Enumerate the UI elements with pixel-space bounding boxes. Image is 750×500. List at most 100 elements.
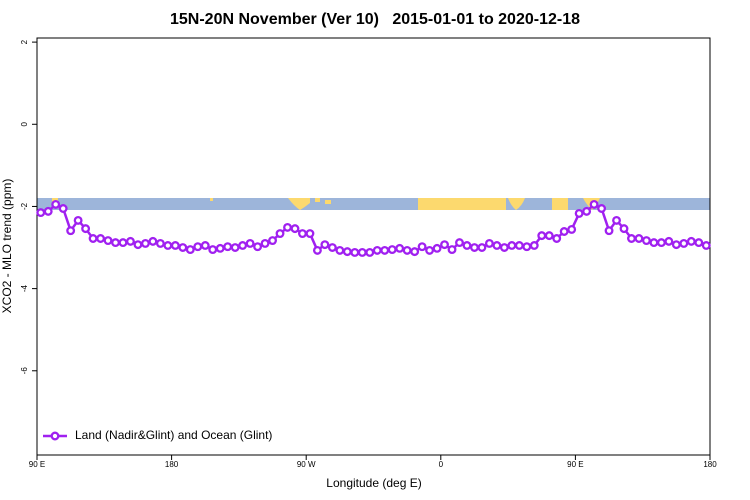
point (215, 243, 225, 253)
point (88, 234, 98, 243)
point (544, 231, 554, 241)
y-tick-label: 2 (20, 39, 29, 44)
point (185, 245, 195, 255)
point (357, 248, 367, 257)
point (462, 241, 472, 250)
point (612, 215, 621, 225)
legend-label: Land (Nadir&Glint) and Ocean (Glint) (75, 428, 272, 442)
point (679, 238, 689, 248)
point (664, 236, 674, 246)
legend-marker (50, 431, 60, 441)
point (387, 245, 397, 255)
point (641, 236, 651, 245)
point (417, 242, 427, 252)
point (499, 243, 509, 252)
point (178, 243, 188, 252)
point (604, 226, 614, 236)
point (395, 243, 405, 253)
point (514, 241, 524, 250)
point (537, 231, 547, 241)
point (320, 240, 330, 250)
point (208, 245, 218, 255)
point (36, 208, 46, 218)
y-tick-label: -6 (20, 367, 29, 375)
point (522, 242, 532, 252)
chart-title: 15N-20N November (Ver 10) 2015-01-01 to … (170, 11, 580, 28)
point (312, 245, 322, 255)
point (58, 204, 68, 213)
point (380, 245, 390, 255)
x-axis-label: Longitude (deg E) (326, 476, 421, 490)
point (559, 227, 569, 236)
point (634, 234, 644, 243)
point (350, 248, 360, 257)
point (268, 236, 277, 245)
point (477, 243, 487, 252)
point (275, 229, 285, 239)
point (656, 238, 666, 248)
point (447, 245, 457, 255)
point (671, 240, 681, 250)
point (582, 206, 592, 216)
point (619, 224, 629, 234)
point (81, 224, 91, 234)
point (484, 238, 494, 248)
point (701, 241, 711, 250)
x-tick-label: 0 (439, 460, 444, 469)
point (597, 204, 607, 213)
point (402, 245, 412, 255)
point (155, 238, 165, 248)
point (133, 240, 143, 250)
point (455, 238, 464, 248)
point (66, 226, 76, 236)
point (245, 238, 255, 248)
point (43, 206, 53, 216)
point (283, 222, 292, 232)
point (253, 242, 263, 252)
point (529, 241, 539, 250)
point (298, 229, 307, 239)
map-strip (37, 198, 710, 210)
x-tick-label: 90 E (29, 460, 45, 469)
point (230, 243, 240, 252)
point (148, 236, 158, 246)
point (111, 238, 120, 248)
y-axis-label: XCO2 - MLO trend (ppm) (0, 179, 14, 314)
point (425, 245, 435, 255)
point (126, 236, 135, 246)
point (410, 247, 420, 257)
point (372, 245, 382, 255)
point (567, 225, 577, 234)
point (200, 241, 210, 250)
y-tick-label: 0 (20, 122, 29, 127)
point (589, 199, 599, 209)
x-tick-label: 180 (703, 460, 717, 469)
point (507, 241, 517, 250)
x-tick-label: 180 (165, 460, 179, 469)
point (432, 243, 442, 253)
point (290, 224, 300, 234)
point (140, 238, 150, 248)
point (694, 238, 704, 248)
y-tick-label: -2 (20, 202, 29, 210)
point (649, 238, 659, 248)
point (305, 229, 315, 239)
point (492, 241, 502, 250)
point (118, 238, 128, 248)
point (103, 236, 113, 245)
y-tick-label: -4 (20, 285, 29, 293)
point (51, 199, 61, 209)
point (170, 241, 180, 250)
point (342, 247, 352, 257)
point (686, 236, 696, 246)
point (73, 215, 83, 225)
point (552, 234, 562, 243)
point (96, 234, 106, 243)
point (238, 241, 248, 250)
point (627, 234, 636, 243)
point (260, 238, 270, 248)
point (470, 243, 479, 252)
x-tick-label: 90 W (297, 460, 316, 469)
point (335, 245, 345, 255)
x-tick-label: 90 E (567, 460, 583, 469)
